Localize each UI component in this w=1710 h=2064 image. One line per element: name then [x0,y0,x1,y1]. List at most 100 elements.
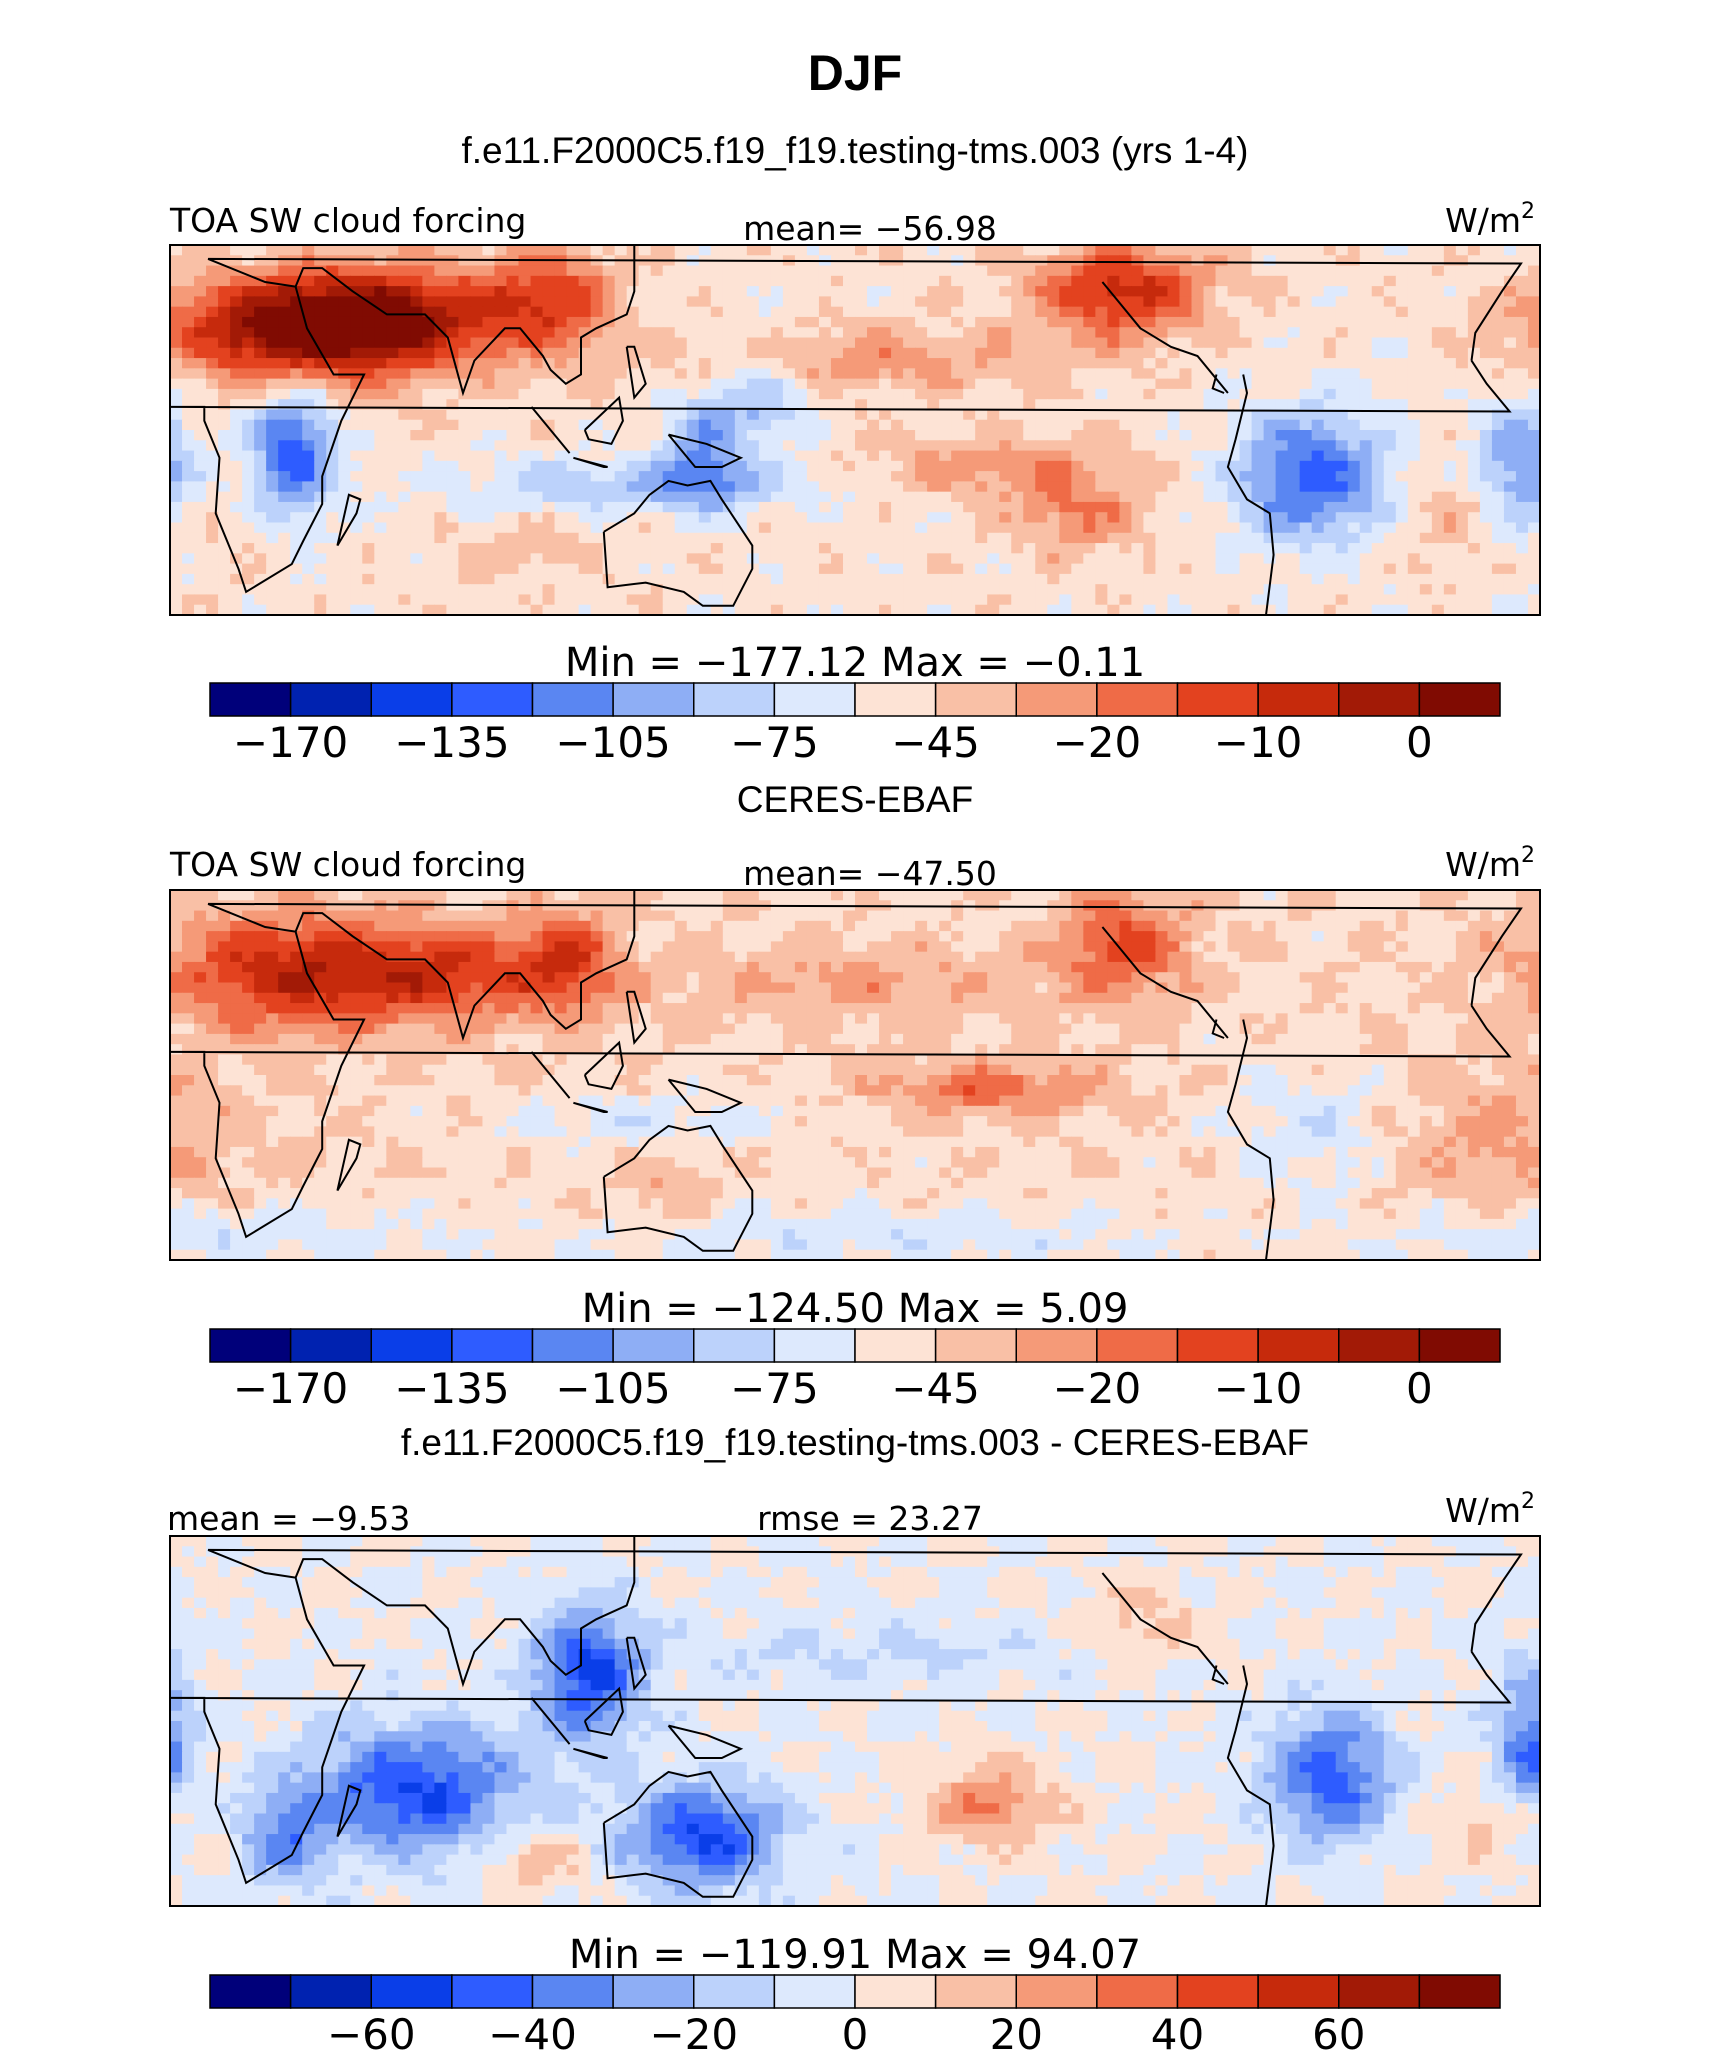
field-cell [915,951,928,963]
field-cell [1359,419,1373,431]
field-cell [1455,532,1469,544]
field-cell [818,286,832,297]
field-cell [422,419,435,431]
field-cell [1191,399,1205,411]
field-cell [963,460,976,472]
field-cell [470,388,484,400]
field-cell [1419,347,1433,359]
field-cell [806,920,820,932]
field-cell [891,471,904,482]
field-cell [170,553,183,565]
field-cell [710,563,724,575]
field-cell [1503,920,1517,932]
field-cell [518,337,532,349]
field-cell [206,951,219,963]
field-cell [290,450,303,462]
field-cell [1263,563,1277,575]
field-cell [818,450,832,462]
field-cell [302,409,315,421]
field-cell [1167,440,1181,452]
field-cell [254,961,267,973]
field-cell [963,450,976,462]
field-cell [1515,306,1529,318]
field-cell [1323,941,1337,953]
field-cell [206,245,219,256]
field-cell [290,553,303,565]
field-cell [1359,512,1373,524]
field-cell [1107,532,1120,544]
colorbar-box [1096,682,1179,717]
field-cell [1491,368,1505,380]
field-cell [746,491,760,503]
field-cell [446,388,460,400]
field-cell [278,553,291,565]
field-cell [734,409,748,421]
field-cell [266,501,279,513]
field-cell [951,543,964,554]
field-cell [1431,594,1445,606]
field-cell [410,951,423,963]
field-cell [578,245,592,256]
field-cell [1011,275,1024,287]
field-cell [782,522,796,534]
field-cell [194,440,207,452]
field-cell [951,368,964,380]
field-cell [710,409,724,421]
field-cell [1287,316,1301,328]
field-cell [530,316,544,328]
field-cell [542,378,556,390]
field-cell [770,481,784,493]
field-cell [494,409,508,421]
field-cell [434,931,448,942]
field-cell [518,275,532,287]
field-cell [1527,430,1540,441]
field-cell [746,306,760,318]
field-cell [458,265,472,277]
field-cell [903,327,916,339]
field-cell [746,931,760,942]
field-cell [302,388,315,400]
field-cell [194,337,207,349]
field-cell [626,358,640,369]
field-cell [302,512,315,524]
field-cell [975,604,988,615]
field-cell [566,890,580,901]
field-cell [170,358,183,369]
field-cell [987,941,1000,953]
field-cell [1083,512,1096,524]
field-cell [915,388,928,400]
field-cell [722,296,736,308]
field-cell [1299,941,1313,953]
field-cell [266,961,279,973]
field-cell [963,563,976,575]
field-cell [1047,553,1060,565]
field-cell [338,890,351,901]
field-cell [1491,245,1505,256]
field-cell [1131,890,1145,901]
field-cell [470,245,484,256]
field-cell [170,573,183,585]
field-cell [1131,501,1145,513]
field-cell [758,522,772,534]
field-cell [278,440,291,452]
field-cell [338,316,351,328]
field-cell [1047,910,1060,922]
field-cell [626,941,640,953]
field-cell [1047,275,1060,287]
field-cell [698,430,712,441]
field-cell [1239,481,1253,493]
field-cell [1287,430,1301,441]
field-cell [1383,245,1397,256]
field-cell [362,920,375,932]
field-cell [242,440,255,452]
field-cell [542,275,556,287]
field-cell [794,501,808,513]
field-cell [446,543,460,554]
field-cell [1215,255,1229,267]
field-cell [254,286,267,297]
field-cell [1311,890,1325,901]
field-cell [758,306,772,318]
field-cell [194,378,207,390]
field-cell [254,481,267,493]
field-cell [1347,460,1361,472]
